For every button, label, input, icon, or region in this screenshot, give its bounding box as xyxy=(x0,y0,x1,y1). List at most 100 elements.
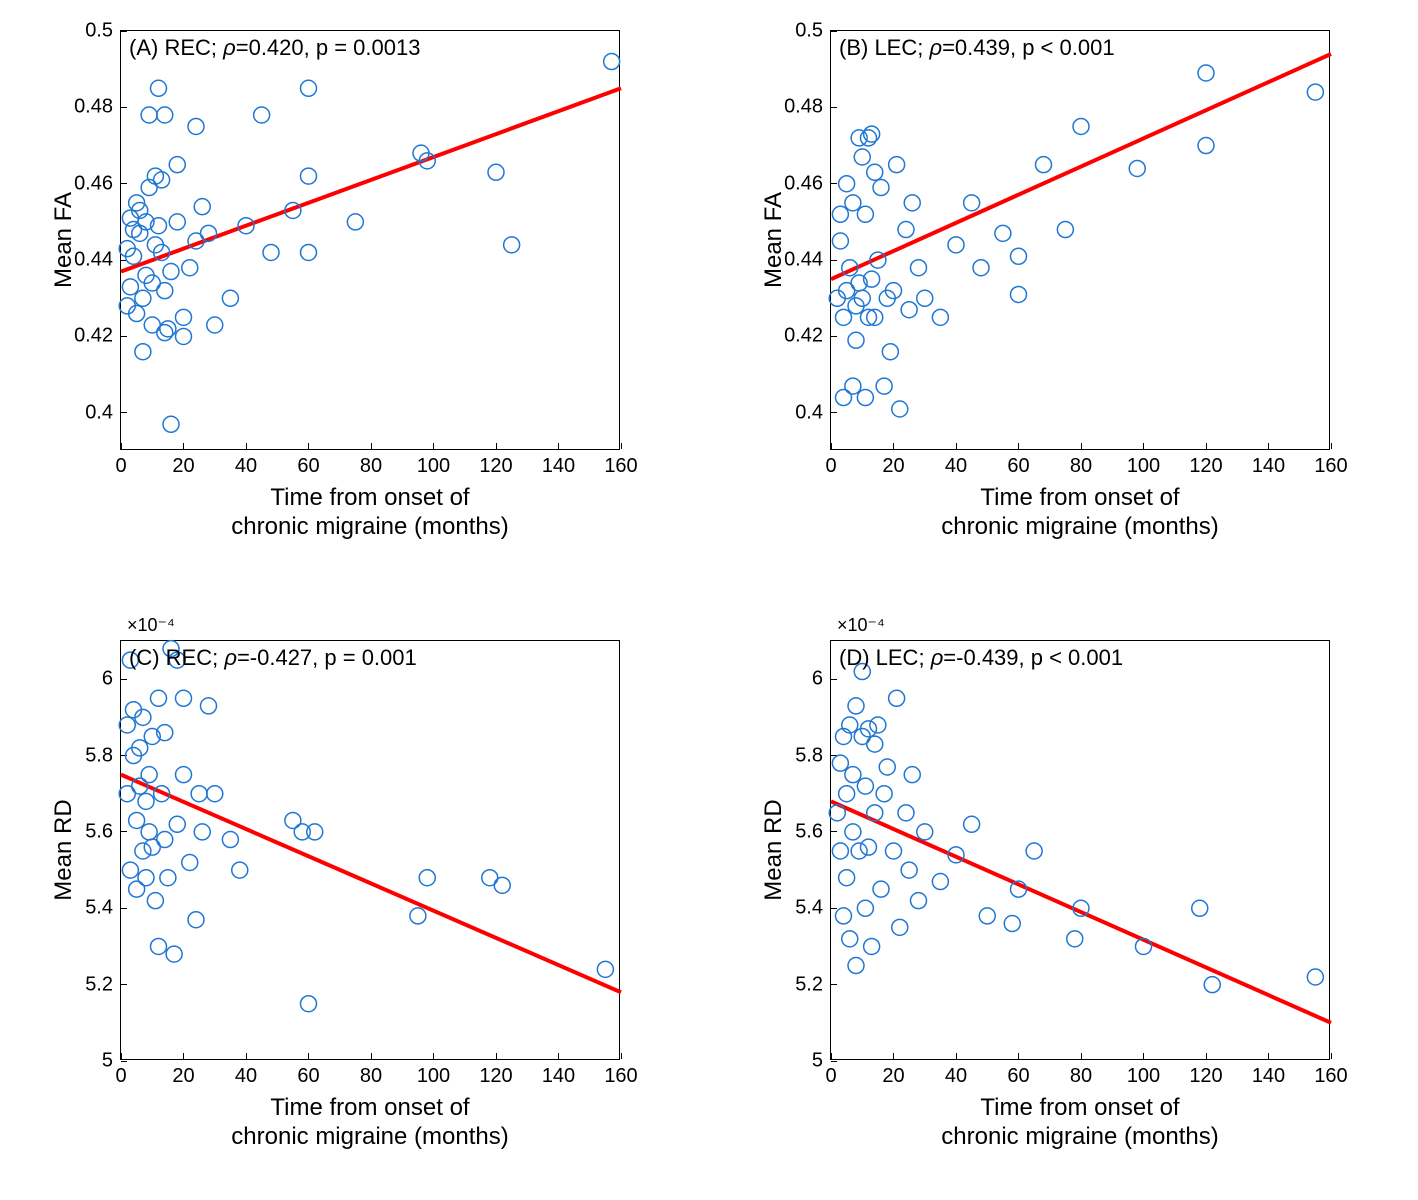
xtick-label: 60 xyxy=(1007,449,1029,478)
data-point xyxy=(1198,138,1214,154)
y-exponent-label: ×10⁻⁴ xyxy=(127,615,175,636)
y-axis-label: Mean RD xyxy=(760,799,788,900)
data-point xyxy=(482,870,498,886)
data-point xyxy=(157,107,173,123)
data-point xyxy=(188,118,204,134)
data-point xyxy=(911,260,927,276)
data-point xyxy=(864,938,880,954)
xtick-label: 120 xyxy=(479,449,512,478)
x-axis-label: Time from onset ofchronic migraine (mont… xyxy=(231,484,508,542)
xtick-label: 60 xyxy=(297,449,319,478)
y-axis-label: Mean RD xyxy=(50,799,78,900)
data-point xyxy=(854,149,870,165)
data-point xyxy=(151,938,167,954)
ytick-label: 0.44 xyxy=(784,249,831,272)
xtick-label: 40 xyxy=(945,1059,967,1088)
data-point xyxy=(848,698,864,714)
panel-C: 55.25.45.65.86020406080100120140160(C) R… xyxy=(120,640,620,1060)
trend-line xyxy=(831,801,1331,1022)
data-point xyxy=(263,244,279,260)
panel-title: (A) REC; ρ=0.420, p = 0.0013 xyxy=(129,35,420,61)
data-point xyxy=(836,908,852,924)
data-point xyxy=(1204,977,1220,993)
data-point xyxy=(129,881,145,897)
data-point xyxy=(141,767,157,783)
ytick-label: 0.42 xyxy=(784,325,831,348)
data-point xyxy=(911,893,927,909)
data-point xyxy=(604,54,620,70)
data-point xyxy=(194,199,210,215)
data-point xyxy=(964,195,980,211)
trend-line xyxy=(831,54,1331,279)
data-point xyxy=(254,107,270,123)
data-point xyxy=(1067,931,1083,947)
data-point xyxy=(166,946,182,962)
data-point xyxy=(861,130,877,146)
xtick-label: 160 xyxy=(1314,449,1347,478)
ytick-label: 5.6 xyxy=(795,820,831,843)
data-point xyxy=(163,264,179,280)
data-point xyxy=(1011,286,1027,302)
data-point xyxy=(147,893,163,909)
data-point xyxy=(194,824,210,840)
data-point xyxy=(191,786,207,802)
data-point xyxy=(122,862,138,878)
data-point xyxy=(836,309,852,325)
plot-area: 55.25.45.65.86020406080100120140160(C) R… xyxy=(120,640,620,1060)
data-point xyxy=(307,824,323,840)
ytick-label: 0.5 xyxy=(795,20,831,43)
data-point xyxy=(867,805,883,821)
data-point xyxy=(176,690,192,706)
data-point xyxy=(160,321,176,337)
data-point xyxy=(882,344,898,360)
ytick-label: 5.8 xyxy=(795,744,831,767)
data-point xyxy=(419,870,435,886)
data-point xyxy=(876,786,892,802)
data-point xyxy=(845,767,861,783)
xtick-label: 40 xyxy=(945,449,967,478)
data-point xyxy=(857,900,873,916)
data-point xyxy=(917,824,933,840)
data-point xyxy=(182,854,198,870)
data-point xyxy=(1004,916,1020,932)
data-point xyxy=(832,755,848,771)
data-point xyxy=(347,214,363,230)
data-point xyxy=(845,378,861,394)
xtick-label: 160 xyxy=(604,449,637,478)
xtick-label: 120 xyxy=(479,1059,512,1088)
xtick-label: 140 xyxy=(542,449,575,478)
xtick-label: 140 xyxy=(1252,1059,1285,1088)
data-point xyxy=(898,805,914,821)
data-point xyxy=(301,996,317,1012)
data-point xyxy=(857,778,873,794)
y-axis-label: Mean FA xyxy=(50,192,78,288)
data-point xyxy=(886,843,902,859)
data-point xyxy=(1307,84,1323,100)
data-point xyxy=(889,157,905,173)
ytick-label: 5.2 xyxy=(85,973,121,996)
xtick-label: 160 xyxy=(1314,1059,1347,1088)
xtick-label: 0 xyxy=(115,449,126,478)
data-point xyxy=(1129,160,1145,176)
data-point xyxy=(842,931,858,947)
ytick-label: 0.5 xyxy=(85,20,121,43)
data-point xyxy=(829,805,845,821)
data-point xyxy=(857,390,873,406)
plot-svg xyxy=(831,31,1331,451)
data-point xyxy=(207,317,223,333)
data-point xyxy=(904,195,920,211)
data-point xyxy=(839,870,855,886)
data-point xyxy=(1198,65,1214,81)
xtick-label: 100 xyxy=(1127,1059,1160,1088)
data-point xyxy=(932,309,948,325)
data-point xyxy=(222,832,238,848)
plot-area: 0.40.420.440.460.480.5020406080100120140… xyxy=(830,30,1330,450)
ytick-label: 0.46 xyxy=(784,172,831,195)
plot-area: 55.25.45.65.86020406080100120140160(D) L… xyxy=(830,640,1330,1060)
data-point xyxy=(144,317,160,333)
ytick-label: 0.46 xyxy=(74,172,121,195)
data-point xyxy=(151,690,167,706)
xtick-label: 100 xyxy=(1127,449,1160,478)
xtick-label: 80 xyxy=(1070,1059,1092,1088)
data-point xyxy=(845,824,861,840)
